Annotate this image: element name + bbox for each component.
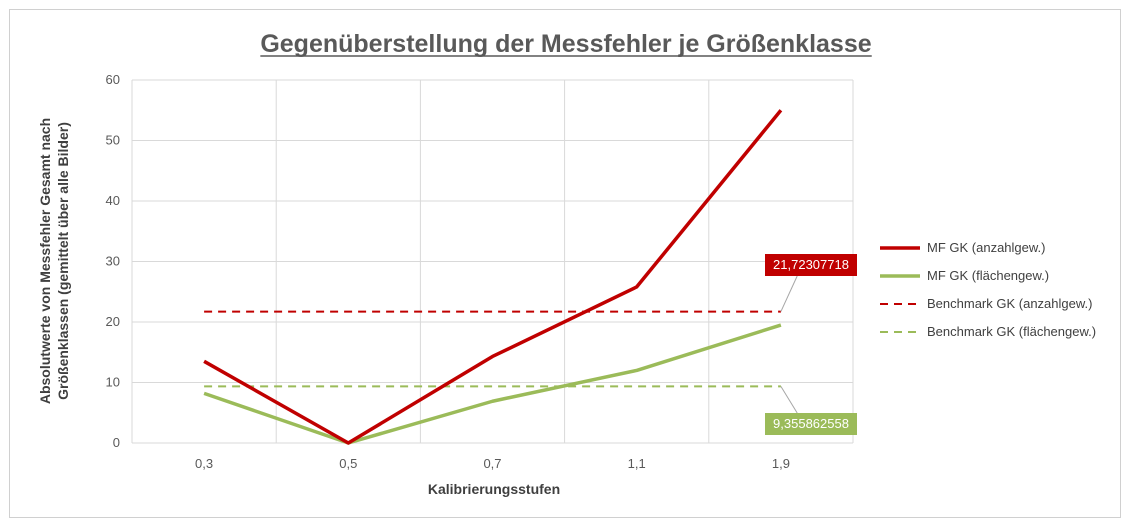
data-label-text: 9,355862558 [773,416,849,431]
axes: 0 10 20 30 40 50 60 0,3 0,5 0,7 1,1 1,9 [106,72,790,471]
legend-item-2: MF GK (flächengew.) [880,268,1049,283]
data-label-box [765,413,857,435]
series-line-1 [203,109,783,445]
y-tick-label: 60 [106,72,120,87]
annotations: 21,72307718 9,355862558 [765,254,857,435]
x-tick-label: 1,9 [772,456,790,471]
data-label-box [765,254,857,276]
legend-label: MF GK (anzahlgew.) [927,240,1046,255]
legend-item-3: Benchmark GK (anzahlgew.) [880,296,1092,311]
legend-item-1: MF GK (anzahlgew.) [880,240,1046,255]
data-label-leader [780,386,798,414]
x-axis-title: Kalibrierungsstufen [428,481,560,497]
y-tick-label: 20 [106,314,120,329]
legend-item-4: Benchmark GK (flächengew.) [880,324,1096,339]
data-label-leader [780,275,798,312]
series-line-2 [203,323,782,445]
grid [131,79,854,444]
y-axis-title-line-1: Absolutwerte von Messfehler Gesamt nach [37,118,53,404]
x-tick-label: 0,5 [339,456,357,471]
data-label-1: 21,72307718 [765,254,857,312]
y-axis-title: Absolutwerte von Messfehler Gesamt nach … [37,118,71,404]
legend: MF GK (anzahlgew.) MF GK (flächengew.) Ben… [880,240,1096,339]
y-tick-label: 50 [106,133,120,148]
y-tick-label: 0 [113,435,120,450]
y-axis-title-line-2: Größenklassen (gemittelt über alle Bilde… [55,122,71,400]
data-label-2: 9,355862558 [765,386,857,435]
x-tick-label: 1,1 [628,456,646,471]
series-layer [203,109,783,445]
y-tick-label: 30 [106,254,120,269]
legend-label: Benchmark GK (anzahlgew.) [927,296,1092,311]
chart-title: Gegenüberstellung der Messfehler je Größ… [260,30,871,58]
data-label-text: 21,72307718 [773,257,849,272]
x-tick-label: 0,7 [483,456,501,471]
x-tick-label: 0,3 [195,456,213,471]
legend-label: Benchmark GK (flächengew.) [927,324,1096,339]
y-tick-label: 10 [106,375,120,390]
y-tick-label: 40 [106,193,120,208]
legend-label: MF GK (flächengew.) [927,268,1049,283]
